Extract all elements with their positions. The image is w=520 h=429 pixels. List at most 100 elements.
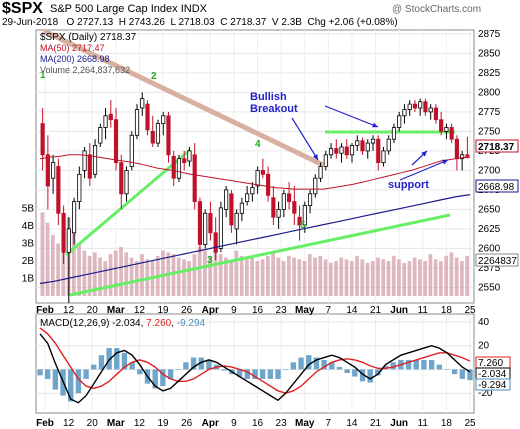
macd-tick-label: 20 (478, 341, 490, 352)
macd-histogram-bar (436, 364, 442, 370)
volume-bar (50, 234, 55, 296)
x-tick-label: 21 (370, 305, 382, 316)
breakout-arrow-right-head (372, 122, 378, 128)
wave-label-2: 2 (151, 71, 157, 82)
volume-bar (334, 261, 338, 296)
x-tick-label: 7 (326, 305, 332, 316)
macd-histogram-bar (114, 348, 120, 370)
date-label: 29-Jun-2018 (2, 17, 59, 28)
candle-down (61, 212, 66, 253)
macd-histogram-bar (244, 369, 251, 379)
uptrend-line-a (65, 148, 191, 257)
candle-down (260, 169, 265, 175)
trend-lines (42, 28, 455, 297)
candle-up (155, 123, 161, 144)
candle-down (334, 148, 339, 154)
macd-histogram-bar (283, 369, 289, 370)
volume-bar (239, 255, 244, 296)
x-tick-label-bottom: 20 (87, 418, 99, 429)
macd-histogram-bar (44, 369, 51, 379)
candle-up (218, 207, 223, 249)
macd-histogram-bar (267, 369, 274, 379)
macd-line (39, 333, 471, 404)
candle-down (113, 119, 119, 163)
close-label: C 2718.37 (220, 17, 267, 28)
candle-up (124, 169, 129, 195)
x-tick-label: Apr (202, 305, 219, 316)
volume-bar (255, 261, 260, 296)
x-tick-label: May (295, 305, 315, 316)
macd-value: -2.034 (112, 318, 141, 329)
macd-histogram-bar (221, 369, 227, 371)
candle-up (307, 193, 313, 206)
volume-bar (365, 262, 370, 296)
macd-histogram-bar (321, 359, 327, 370)
x-tick-label-bottom: 19 (157, 418, 169, 429)
macd-legend: MACD(12,26,9) -2.034, 7.260, -9.294 (40, 318, 206, 329)
price-tick-label: 2800 (478, 87, 501, 98)
candle-down (171, 155, 176, 179)
candle-up (381, 150, 386, 163)
hist-badge-text: -9.294 (478, 380, 507, 391)
macd-histogram-bar (152, 369, 158, 389)
volume-bar (61, 233, 66, 296)
candle-down (297, 216, 302, 226)
annotation-support: support (388, 179, 429, 191)
volume-bar (108, 254, 113, 296)
candle-up (103, 115, 108, 128)
x-tick-label: Feb (36, 305, 54, 316)
volume-bar (407, 261, 412, 296)
macd-histogram-bar (329, 362, 335, 370)
candle-down (150, 130, 155, 144)
price-tick-label: 2700 (478, 165, 501, 176)
macd-histogram-bar (190, 357, 197, 370)
candle-down (166, 115, 171, 156)
macd-histogram-bar (129, 362, 135, 370)
candle-down (360, 140, 365, 152)
volume-bar (77, 243, 81, 296)
candle-up (92, 145, 98, 175)
wave-label-3: 3 (207, 255, 213, 266)
volume-bar (313, 257, 317, 296)
ohlc-line: 29-Jun-2018 O 2727.13 H 2743.26 L 2718.0… (2, 17, 398, 28)
volume-bar (344, 259, 349, 296)
macd-histogram-bar (367, 369, 373, 383)
macd-histogram-bar (98, 355, 105, 370)
annotation-bullish: Bullish (250, 91, 287, 103)
candle-up (187, 150, 192, 162)
grid (36, 30, 474, 413)
macd-histogram-bar (75, 369, 82, 394)
candle-up (66, 228, 71, 253)
volume-bar (412, 257, 417, 296)
macd-histogram-bar (313, 357, 320, 370)
chart-subtitle: S&P 500 Large Cap Index INDX (50, 3, 207, 15)
macd-histogram-bar (390, 362, 396, 370)
candle-down (287, 193, 292, 203)
x-tick-label: 20 (87, 305, 99, 316)
volume-bar (370, 261, 375, 296)
candle-up (245, 193, 250, 203)
candle-down (87, 154, 92, 179)
macd-histogram-bar (336, 367, 343, 370)
volume-tick-label: 4B (22, 221, 35, 232)
volume-bar (203, 250, 207, 296)
candle-down (119, 162, 124, 195)
x-tick-label-bottom: Feb (36, 418, 54, 429)
candle-down (192, 154, 197, 203)
macd-badge-text: -2.034 (478, 369, 507, 380)
index-name: S&P 500 Large Cap Index (50, 3, 178, 15)
volume-bar (302, 261, 307, 296)
volume-bar (129, 257, 134, 296)
price-tick-label: 2550 (478, 282, 501, 293)
exchange-label: INDX (180, 3, 207, 15)
macd-histogram-bar (459, 369, 466, 379)
volume-bar (423, 261, 428, 296)
change-label: Chg +2.06 (+0.08%) (307, 17, 398, 28)
candle-up (250, 187, 255, 195)
candle-down (182, 158, 187, 163)
volume-bar (103, 261, 108, 296)
support-arrow-head (442, 159, 448, 165)
uptrend-line-b (69, 213, 451, 297)
macd-histogram-bar (121, 352, 128, 370)
candle-up (365, 142, 370, 152)
